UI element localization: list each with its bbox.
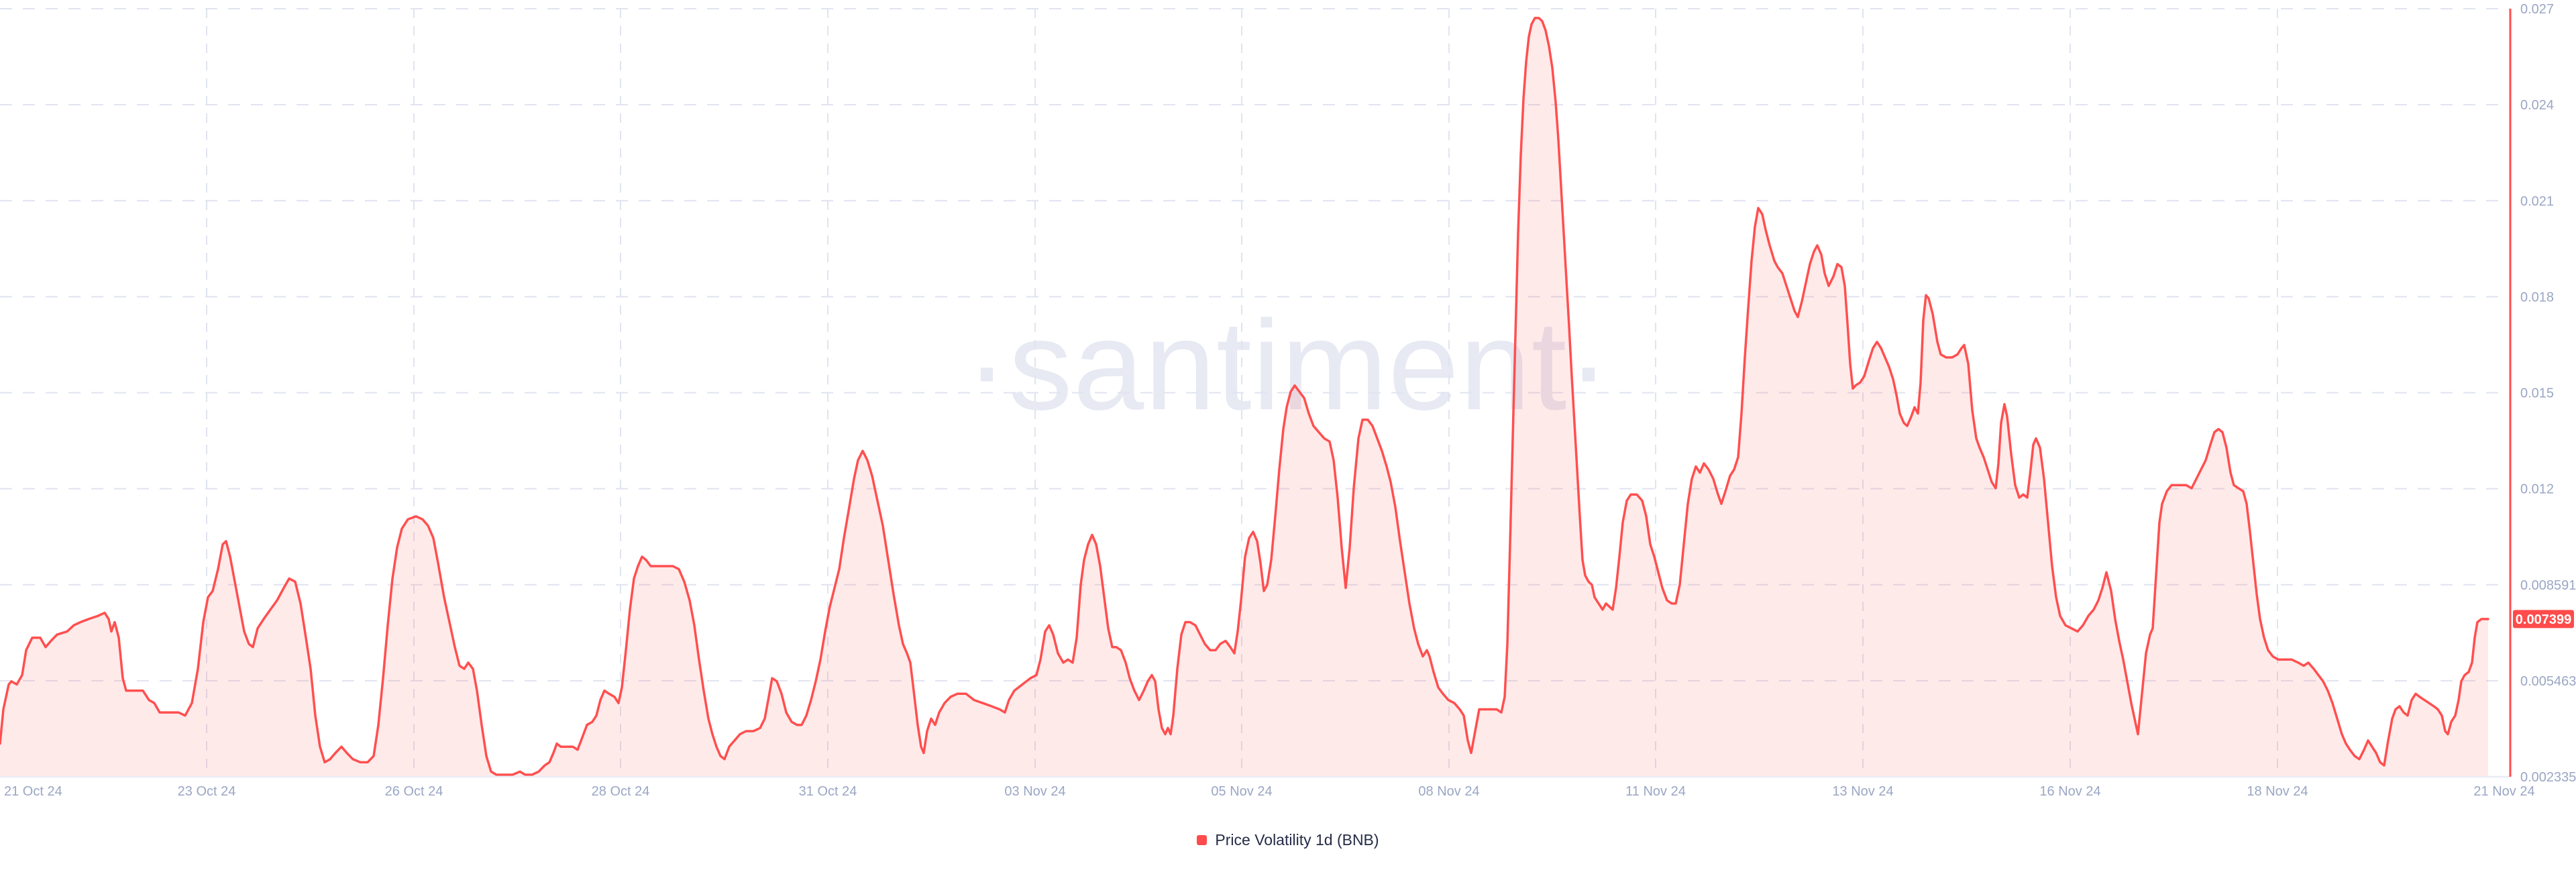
x-axis-tick-label: 28 Oct 24 <box>592 784 650 799</box>
current-value-badge-text: 0.007399 <box>2516 612 2571 627</box>
x-axis-tick-label: 23 Oct 24 <box>178 784 236 799</box>
current-value-badge: 0.007399 <box>2513 610 2574 629</box>
y-axis-tick-label: 0.012 <box>2520 482 2554 497</box>
x-axis-tick-label: 03 Nov 24 <box>1004 784 1065 799</box>
y-axis-tick-label: 0.024 <box>2520 98 2554 113</box>
legend-label: Price Volatility 1d (BNB) <box>1215 830 1379 849</box>
legend[interactable]: Price Volatility 1d (BNB) <box>0 830 2576 849</box>
gridlines <box>0 8 2510 777</box>
x-axis-tick-label: 11 Nov 24 <box>1625 784 1686 799</box>
x-axis-tick-label: 05 Nov 24 <box>1211 784 1272 799</box>
x-axis-tick-label: 21 Nov 24 <box>2473 784 2534 799</box>
legend-marker <box>1197 834 1208 845</box>
series <box>0 17 2489 777</box>
y-axis-tick-label: 0.008591 <box>2520 578 2576 593</box>
x-axis-tick-label: 31 Oct 24 <box>799 784 857 799</box>
y-axis-tick-label: 0.021 <box>2520 194 2554 209</box>
y-axis-tick-label: 0.005463 <box>2520 674 2576 689</box>
x-axis-tick-label: 18 Nov 24 <box>2247 784 2308 799</box>
series-line <box>0 17 2489 776</box>
current-value-badge-bg <box>2513 610 2574 629</box>
y-axis-tick-label: 0.015 <box>2520 386 2554 401</box>
x-axis-tick-label: 08 Nov 24 <box>1418 784 1479 799</box>
x-axis-tick-label: 13 Nov 24 <box>1832 784 1893 799</box>
area-fill <box>0 17 2488 777</box>
x-axis-tick-label: 16 Nov 24 <box>2039 784 2100 799</box>
y-axis-tick-label: 0.002335 <box>2520 770 2576 785</box>
axis-labels: 0.027 0.024 0.021 0.018 0.015 0.012 0.008591 0.… <box>4 2 2576 799</box>
axes <box>0 9 2512 778</box>
x-axis-tick-label: 26 Oct 24 <box>385 784 443 799</box>
x-axis-tick-label: 21 Oct 24 <box>4 784 62 799</box>
y-axis-tick-label: 0.018 <box>2520 290 2554 305</box>
y-axis-tick-label: 0.027 <box>2520 2 2554 17</box>
